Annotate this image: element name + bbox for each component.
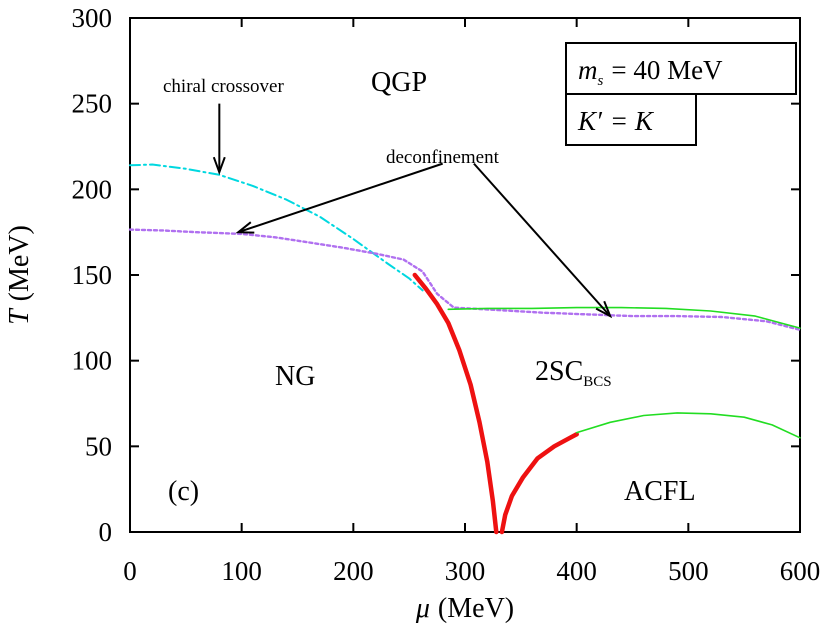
annotation-chiral-crossover: chiral crossover: [163, 76, 284, 97]
parameter-box-k-text: K′ = K: [577, 106, 655, 136]
y-tick-label: 50: [85, 431, 112, 461]
y-tick-label: 250: [72, 89, 113, 119]
annotation-arrow-head: [595, 300, 613, 319]
ms-symbol: m: [578, 55, 598, 85]
x-axis-unit: (MeV): [438, 593, 514, 624]
x-axis-symbol: μ: [415, 593, 430, 624]
k-value: = K: [610, 106, 655, 136]
x-tick-label: 100: [221, 556, 262, 586]
y-tick-label: 150: [72, 260, 113, 290]
y-tick-label: 0: [99, 517, 113, 547]
annotation-arrow-head: [212, 156, 226, 176]
parameter-box-ms-text: ms = 40 MeV: [578, 55, 723, 89]
region-label-qgp: QGP: [371, 67, 427, 98]
annotation-arrow-shaft: [237, 162, 443, 234]
k-prime-symbol: K′: [577, 106, 603, 136]
region-label-2sc-main: 2SC: [535, 356, 583, 387]
x-tick-label: 300: [445, 556, 486, 586]
ms-value: = 40 MeV: [611, 55, 723, 85]
series-line-green-thin: [447, 306, 801, 329]
y-axis-unit: (MeV): [4, 225, 35, 301]
y-tick-label: 200: [72, 174, 113, 204]
x-tick-label: 500: [668, 556, 709, 586]
x-tick-label: 0: [123, 556, 137, 586]
x-axis-title: μ (MeV): [415, 593, 514, 624]
annotation-arrow-shaft: [473, 162, 611, 317]
series-line-red-thick: [412, 272, 499, 535]
annotation-arrow-head: [235, 221, 255, 234]
series-line-green-thin: [575, 412, 801, 439]
region-label-ng: NG: [275, 361, 315, 392]
x-tick-label: 200: [333, 556, 374, 586]
region-label-acfl: ACFL: [624, 476, 696, 507]
y-axis-symbol: T: [4, 307, 35, 325]
y-tick-label: 300: [72, 3, 113, 33]
panel-label: (c): [168, 476, 199, 507]
arrow-layer: [212, 103, 613, 319]
y-ticks: 0 50 100 150 200 250 300: [72, 3, 800, 547]
x-ticks: 0 100 200 300 400 500 600: [123, 18, 820, 586]
series-line-violet-dotted: [128, 228, 802, 331]
x-tick-label: 600: [780, 556, 821, 586]
parameter-box-k: K′ = K: [565, 93, 697, 146]
parameter-box-ms-frame: [565, 42, 797, 95]
region-label-2sc-subscript: BCS: [583, 374, 611, 390]
region-label-2sc: 2SCBCS: [535, 356, 612, 390]
x-tick-label: 400: [556, 556, 597, 586]
ms-subscript: s: [598, 73, 604, 89]
series-line-cyan-dashdot: [129, 163, 424, 292]
parameter-box-ms: ms = 40 MeV: [565, 42, 797, 95]
y-tick-label: 100: [72, 346, 113, 376]
parameter-box-k-frame: [565, 93, 697, 146]
y-axis-title: T (MeV): [4, 225, 35, 325]
annotation-deconfinement: deconfinement: [386, 147, 500, 168]
series-layer: [128, 163, 802, 535]
series-line-red-thick: [499, 432, 579, 535]
